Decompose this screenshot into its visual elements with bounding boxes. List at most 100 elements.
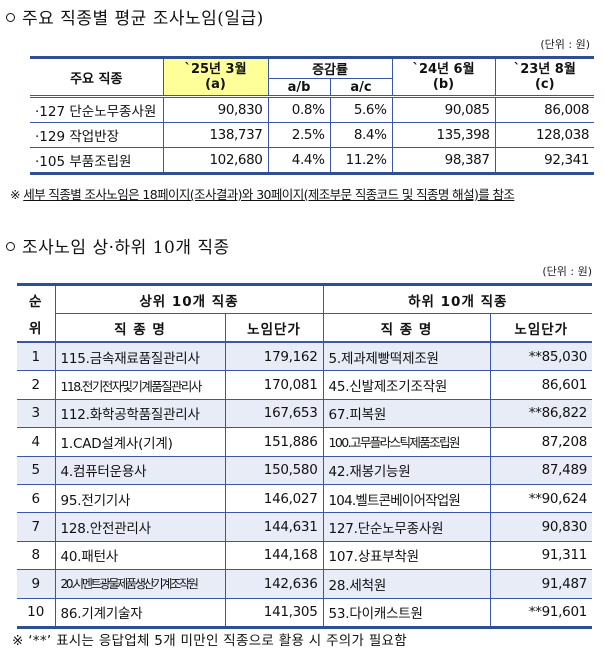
top-occupation-name: 95.전기기사 (54, 483, 226, 514)
top-occupation-name: 112.화학공학품질관리사 (54, 398, 226, 429)
table-row: 3 112.화학공학품질관리사 167,653 67.피복원 **86,822 (17, 398, 593, 429)
rate-ac: 11.2% (329, 147, 393, 174)
header-2023-august-line2: (c) (534, 77, 555, 92)
top-wage: 170,081 (224, 370, 324, 400)
header-occupation: 주요 직종 (30, 57, 164, 98)
top-occupation-name: 1.CAD설계사(기계) (54, 427, 226, 457)
reference-mark: ※ (10, 187, 24, 202)
header-2025-march: `25년 3월 (a) (162, 57, 269, 98)
section1-title: 주요 직종별 평균 조사노임(일급) (6, 4, 264, 29)
rank: 7 (17, 512, 56, 542)
wage-b: 98,387 (391, 147, 496, 174)
wage-c: 128,038 (494, 122, 595, 148)
bullet-icon (6, 242, 15, 251)
section1-note-text: 세부 직종별 조사노임은 18페이지(조사결과)와 30페이지(제조부문 직종코… (23, 187, 515, 202)
top-occupation-name: 4.컴퓨터운용사 (54, 455, 226, 485)
wage-a: 90,830 (162, 96, 269, 123)
table-row: 8 40.패턴사 144,168 107.상표부착원 91,311 (17, 540, 593, 571)
rate-ac: 5.6% (329, 96, 393, 123)
bottom-occupation-name: 42.재봉기능원 (322, 455, 491, 485)
top-wage: 150,580 (224, 455, 324, 485)
header-bottom-name: 직 종 명 (322, 313, 491, 343)
occupation-name: ·105 부품조립원 (30, 147, 164, 174)
top-wage: 141,305 (224, 597, 324, 628)
bottom-wage: 87,208 (489, 427, 593, 457)
bullet-icon (6, 13, 15, 22)
rank: 9 (17, 569, 56, 599)
bottom-occupation-name: 67.피복원 (322, 398, 491, 429)
table-row: 1 115.금속재료품질관리사 179,162 5.제과제빵떡제조원 **85,… (17, 341, 593, 372)
table-row: 9 20.시멘트광물제품생산기계조작원 142,636 28.세척원 91,48… (17, 569, 593, 599)
rank: 2 (17, 370, 56, 400)
rank: 5 (17, 455, 56, 485)
section1-unit-label: (단위 : 원) (540, 38, 590, 51)
rank: 1 (17, 341, 56, 372)
header-change-rate: 증감률 (267, 57, 393, 79)
main-occupation-wage-table: 주요 직종 `25년 3월 (a) 증감률 `24년 6월 (b) `23년 8… (30, 56, 595, 175)
header-2023-august-line1: `23년 8월 (513, 62, 576, 77)
wage-a: 102,680 (162, 147, 269, 174)
bottom-wage: 86,601 (489, 370, 593, 400)
table-row: ·105 부품조립원 102,680 4.4% 11.2% 98,387 92,… (30, 147, 595, 174)
wage-b: 135,398 (391, 122, 496, 148)
table-row: 2 118.전기전자및기계품질관리사 170,081 45.신발제조기조작원 8… (17, 370, 593, 400)
table-row: ·127 단순노무종사원 90,830 0.8% 5.6% 90,085 86,… (30, 96, 595, 123)
rate-ab: 2.5% (267, 122, 331, 148)
bottom-occupation-name: 100.고무플라스틱제품조립원 (322, 427, 491, 457)
bottom-wage: **91,601 (489, 597, 593, 628)
header-2025-march-line1: `25년 3월 (184, 62, 247, 77)
rank: 8 (17, 540, 56, 571)
header-rank-line2: 위 (17, 313, 56, 343)
header-bottom-10: 하위 10개 직종 (322, 284, 593, 314)
bottom-wage: **86,822 (489, 398, 593, 429)
rate-ab: 4.4% (267, 147, 331, 174)
top-wage: 146,027 (224, 483, 324, 514)
bottom-occupation-name: 28.세척원 (322, 569, 491, 599)
header-2024-june-line2: (b) (432, 77, 455, 92)
top-bottom-10-table: 순 상위 10개 직종 하위 10개 직종 위 직 종 명 노임단가 직 종 명… (17, 283, 593, 629)
wage-c: 92,341 (494, 147, 595, 174)
section2-title-text: 조사노임 상·하위 10개 직종 (22, 238, 230, 258)
bottom-occupation-name: 5.제과제빵떡제조원 (322, 341, 491, 372)
section2-note: ※ ‘**’ 표시는 응답업체 5개 미만인 직종으로 활용 시 주의가 필요함 (12, 633, 407, 649)
top-wage: 142,636 (224, 569, 324, 599)
top-occupation-name: 20.시멘트광물제품생산기계조작원 (54, 569, 226, 599)
top-wage: 167,653 (224, 398, 324, 429)
wage-a: 138,737 (162, 122, 269, 148)
rate-ab: 0.8% (267, 96, 331, 123)
top-wage: 151,886 (224, 427, 324, 457)
header-top-wage: 노임단가 (224, 313, 324, 343)
wage-c: 86,008 (494, 96, 595, 123)
top-wage: 144,631 (224, 512, 324, 542)
header-2024-june: `24년 6월 (b) (391, 57, 496, 98)
rank: 3 (17, 398, 56, 429)
bottom-wage: 90,830 (489, 512, 593, 542)
top-occupation-name: 118.전기전자및기계품질관리사 (54, 370, 226, 400)
top-occupation-name: 40.패턴사 (54, 540, 226, 571)
bottom-occupation-name: 127.단순노무종사원 (322, 512, 491, 542)
table-row: 5 4.컴퓨터운용사 150,580 42.재봉기능원 87,489 (17, 455, 593, 485)
top-wage: 144,168 (224, 540, 324, 571)
section1-note: ※ 세부 직종별 조사노임은 18페이지(조사결과)와 30페이지(제조부문 직… (10, 184, 515, 203)
header-bottom-wage: 노임단가 (489, 313, 593, 343)
header-rank-line1: 순 (17, 284, 56, 314)
bottom-wage: 87,489 (489, 455, 593, 485)
section2-title: 조사노임 상·하위 10개 직종 (6, 233, 230, 258)
bottom-wage: **85,030 (489, 341, 593, 372)
occupation-name: ·129 작업반장 (30, 122, 164, 148)
table-row: 10 86.기계기술자 141,305 53.다이캐스트원 **91,601 (17, 597, 593, 628)
header-2025-march-line2: (a) (205, 77, 226, 92)
rank: 6 (17, 483, 56, 514)
bottom-occupation-name: 107.상표부착원 (322, 540, 491, 571)
table-row: 4 1.CAD설계사(기계) 151,886 100.고무플라스틱제품조립원 8… (17, 427, 593, 457)
top-wage: 179,162 (224, 341, 324, 372)
wage-b: 90,085 (391, 96, 496, 123)
header-top-name: 직 종 명 (54, 313, 226, 343)
header-ab: a/b (268, 78, 331, 98)
table-row: ·129 작업반장 138,737 2.5% 8.4% 135,398 128,… (30, 122, 595, 148)
bottom-wage: 91,311 (489, 540, 593, 571)
top-occupation-name: 128.안전관리사 (54, 512, 226, 542)
bottom-occupation-name: 53.다이캐스트원 (322, 597, 491, 628)
header-top-10: 상위 10개 직종 (54, 284, 324, 314)
occupation-name: ·127 단순노무종사원 (30, 96, 164, 123)
